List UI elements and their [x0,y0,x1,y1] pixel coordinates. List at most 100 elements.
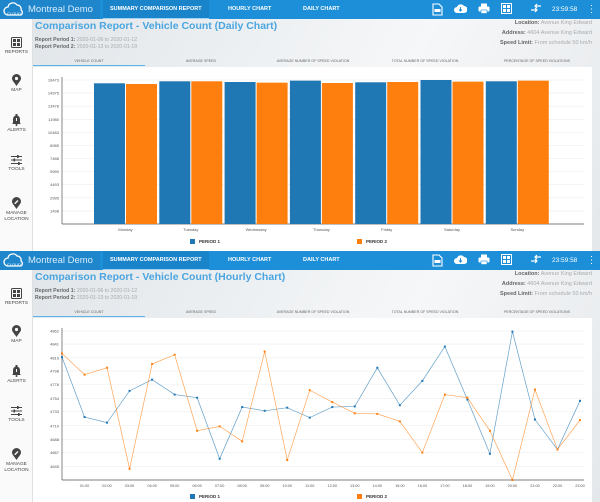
data-point[interactable] [421,379,424,382]
data-point[interactable] [331,401,334,404]
data-point[interactable] [443,393,446,396]
sidebar-item-manage-location[interactable]: MANAGE LOCATION [0,197,33,223]
data-point[interactable] [173,353,176,356]
print-icon[interactable] [477,3,490,16]
bar-sunday-period-2[interactable] [517,80,549,224]
data-point[interactable] [128,389,131,392]
nav-daily-chart[interactable]: DAILY CHART [303,257,340,263]
data-point[interactable] [331,406,334,409]
bar-saturday-period-1[interactable] [420,80,452,224]
data-point[interactable] [488,429,491,432]
data-point[interactable] [443,345,446,348]
sidebar-item-reports[interactable]: REPORTS [0,37,33,55]
data-point[interactable] [533,388,536,391]
nav-summary-comparison-report[interactable]: SUMMARY COMPARISON REPORT [103,0,209,19]
data-point[interactable] [286,406,289,409]
data-point[interactable] [421,451,424,454]
bar-thursday-period-2[interactable] [321,82,353,225]
data-point[interactable] [128,467,131,470]
data-point[interactable] [556,448,559,451]
pdf-icon[interactable] [431,254,444,267]
legend-label[interactable]: PERIOD 2 [366,494,388,499]
swap-arrows-icon[interactable] [529,254,542,267]
data-point[interactable] [241,406,244,409]
data-point[interactable] [466,398,469,401]
legend-label[interactable]: PERIOD 1 [199,239,221,244]
sidebar-item-tools[interactable]: TOOLS [0,406,33,423]
legend-label[interactable]: PERIOD 2 [366,239,388,244]
report-grid-icon[interactable] [500,254,513,267]
data-point[interactable] [218,457,221,460]
sidebar-item-alerts[interactable]: ALERTS [0,114,33,133]
data-point[interactable] [106,366,109,369]
data-point[interactable] [398,404,401,407]
data-point[interactable] [533,418,536,421]
brand[interactable]: CLOUD Montreal Demo [0,251,100,270]
bar-friday-period-2[interactable] [387,81,419,225]
nav-daily-chart[interactable]: DAILY CHART [303,6,340,12]
more-vertical-icon[interactable]: ⋮ [586,255,597,266]
data-point[interactable] [308,416,311,419]
sidebar-item-alerts[interactable]: ALERTS [0,365,33,384]
nav-hourly-chart[interactable]: HOURLY CHART [228,6,272,12]
data-point[interactable] [106,421,109,424]
sidebar-item-reports[interactable]: REPORTS [0,288,33,306]
sidebar-item-tools[interactable]: TOOLS [0,155,33,172]
tab-average-speed[interactable]: AVERAGE SPEED [185,59,217,63]
tab-average-speed[interactable]: AVERAGE SPEED [185,310,217,314]
data-point[interactable] [353,405,356,408]
tab-vehicle-count[interactable]: VEHICLE COUNT [33,57,145,66]
data-point[interactable] [241,440,244,443]
sidebar-item-map[interactable]: MAP [0,74,33,93]
cloud-download-icon[interactable] [454,3,468,16]
data-point[interactable] [173,393,176,396]
data-point[interactable] [83,416,86,419]
sidebar-item-manage-location[interactable]: MANAGE LOCATION [0,448,33,474]
data-point[interactable] [511,330,514,333]
data-point[interactable] [263,350,266,353]
data-point[interactable] [376,366,379,369]
tab-percentage-of-speed-violations[interactable]: PERCENTAGE OF SPEED VIOLATIONS [504,59,570,63]
bar-sunday-period-1[interactable] [485,81,517,224]
bar-tuesday-period-2[interactable] [191,81,223,224]
brand[interactable]: CLOUD Montreal Demo [0,0,100,19]
data-point[interactable] [218,425,221,428]
data-point[interactable] [286,459,289,462]
tab-vehicle-count[interactable]: VEHICLE COUNT [33,308,145,317]
tab-average-number-of-speed-violation[interactable]: AVERAGE NUMBER OF SPEED VIOLATION [276,59,350,63]
bar-monday-period-1[interactable] [94,83,125,224]
data-point[interactable] [488,452,491,455]
data-point[interactable] [61,352,63,355]
data-point[interactable] [83,373,86,376]
tab-percentage-of-speed-violations[interactable]: PERCENTAGE OF SPEED VIOLATIONS [504,310,570,314]
data-point[interactable] [61,356,63,359]
data-point[interactable] [151,363,154,366]
data-point[interactable] [511,479,514,481]
bar-friday-period-1[interactable] [355,82,387,224]
bar-saturday-period-2[interactable] [452,81,484,224]
pdf-icon[interactable] [431,3,444,16]
bar-tuesday-period-1[interactable] [159,81,191,224]
tab-average-number-of-speed-violation[interactable]: AVERAGE NUMBER OF SPEED VIOLATION [276,310,350,314]
bar-wednesday-period-2[interactable] [256,82,288,224]
data-point[interactable] [196,396,199,399]
more-vertical-icon[interactable]: ⋮ [586,4,597,15]
tab-total-number-of-speed-violation[interactable]: TOTAL NUMBER OF SPEED VIOLATION [391,59,459,63]
cloud-download-icon[interactable] [454,254,468,267]
bar-wednesday-period-1[interactable] [224,81,256,225]
data-point[interactable] [398,420,401,423]
data-point[interactable] [579,419,581,422]
data-point[interactable] [308,389,311,392]
data-point[interactable] [579,399,581,402]
data-point[interactable] [196,429,199,432]
nav-summary-comparison-report[interactable]: SUMMARY COMPARISON REPORT [103,251,209,270]
print-icon[interactable] [477,254,490,267]
data-point[interactable] [376,412,379,415]
legend-label[interactable]: PERIOD 1 [199,494,221,499]
bar-thursday-period-1[interactable] [289,80,321,224]
data-point[interactable] [466,396,469,399]
data-point[interactable] [151,378,154,381]
nav-hourly-chart[interactable]: HOURLY CHART [228,257,272,263]
swap-arrows-icon[interactable] [529,3,542,16]
bar-monday-period-2[interactable] [126,83,157,224]
